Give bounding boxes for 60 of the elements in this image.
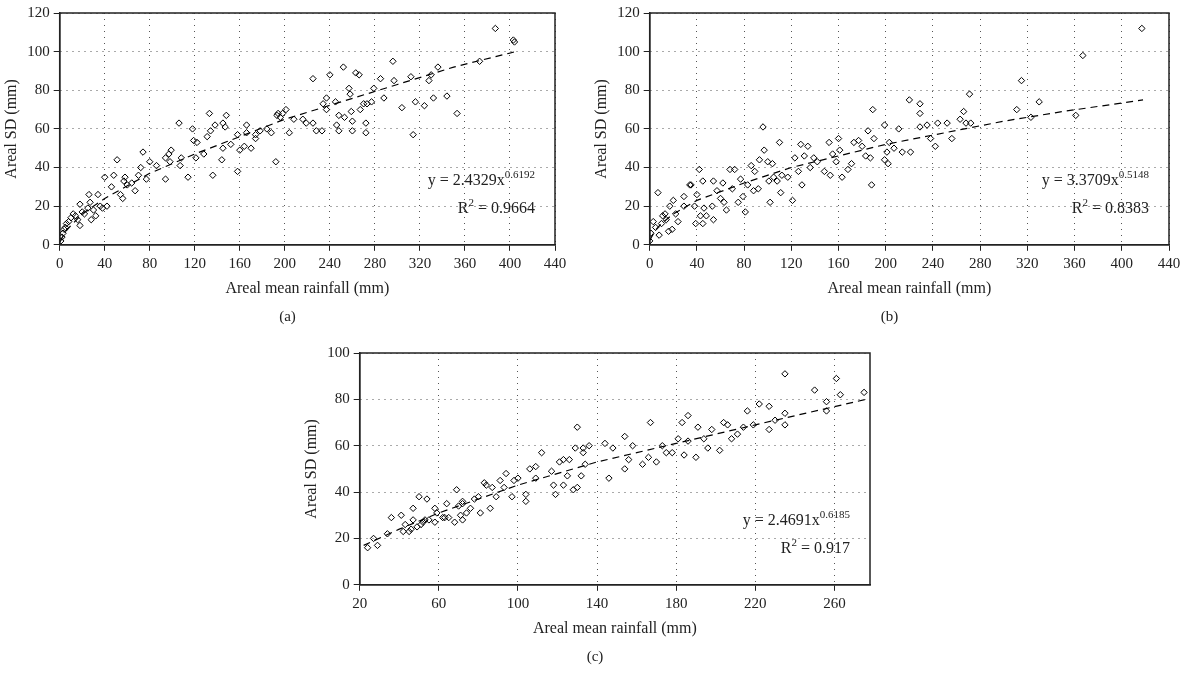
y-tick-label: 0 — [342, 575, 350, 592]
y-tick-label: 20 — [334, 529, 350, 546]
y-tick-label: 60 — [624, 119, 640, 136]
x-tick-label: 320 — [1016, 254, 1039, 271]
x-tick-label: 440 — [543, 254, 567, 271]
text: (c) — [585, 648, 605, 665]
x-tick-label: 220 — [744, 594, 767, 611]
x-tick-label: 0 — [55, 254, 64, 271]
y-tick-label: 40 — [624, 158, 640, 175]
y-tick-label: 40 — [334, 483, 350, 500]
text: (b) — [879, 308, 900, 325]
x-tick-label: 200 — [273, 254, 297, 271]
x-tick-label: 40 — [689, 254, 705, 271]
y-tick-label: 100 — [27, 42, 50, 59]
x-tick-label: 60 — [431, 594, 447, 611]
x-tick-label: 160 — [827, 254, 850, 271]
x-tick-label: 440 — [1157, 254, 1181, 271]
y-tick-label: 0 — [632, 235, 640, 252]
x-tick-label: 160 — [228, 254, 252, 271]
y-tick-label: 60 — [34, 119, 50, 136]
x-tick-label: 20 — [352, 594, 368, 611]
x-tick-label: 80 — [736, 254, 752, 271]
x-axis-title: Areal mean rainfall (mm) — [225, 278, 390, 297]
y-tick-label: 100 — [617, 42, 640, 59]
x-tick-label: 400 — [498, 254, 522, 271]
x-tick-label: 40 — [97, 254, 113, 271]
x-tick-label: 280 — [968, 254, 992, 271]
y-tick-label: 0 — [42, 235, 50, 252]
y-tick-label: 120 — [27, 3, 50, 20]
y-tick-label: 40 — [34, 158, 50, 175]
x-tick-label: 240 — [921, 254, 945, 271]
x-axis-title: Areal mean rainfall (mm) — [532, 618, 697, 637]
x-tick-label: 280 — [363, 254, 387, 271]
x-tick-label: 360 — [453, 254, 477, 271]
x-tick-label: 240 — [318, 254, 342, 271]
text: (a) — [278, 308, 297, 325]
y-axis-title: Areal SD (mm) — [591, 79, 610, 179]
x-tick-label: 140 — [585, 594, 609, 611]
y-tick-label: 80 — [624, 81, 640, 98]
x-tick-label: 360 — [1063, 254, 1086, 271]
x-tick-label: 180 — [664, 594, 688, 611]
x-tick-label: 80 — [142, 254, 158, 271]
x-tick-label: 120 — [183, 254, 207, 271]
y-axis-title: Areal SD (mm) — [301, 419, 320, 519]
y-tick-label: 120 — [617, 3, 640, 20]
x-tick-label: 200 — [874, 254, 897, 271]
x-axis-title: Areal mean rainfall (mm) — [827, 278, 992, 297]
y-tick-label: 80 — [334, 390, 350, 407]
y-tick-label: 60 — [334, 436, 350, 453]
x-tick-label: 100 — [506, 594, 530, 611]
x-tick-label: 320 — [408, 254, 432, 271]
y-tick-label: 20 — [624, 197, 640, 214]
y-tick-label: 80 — [34, 81, 50, 98]
x-tick-label: 0 — [645, 254, 654, 271]
y-tick-label: 100 — [327, 343, 350, 360]
x-tick-label: 260 — [823, 594, 846, 611]
y-axis-title: Areal SD (mm) — [1, 79, 20, 179]
x-tick-label: 400 — [1110, 254, 1134, 271]
x-tick-label: 120 — [780, 254, 803, 271]
y-tick-label: 20 — [34, 197, 50, 214]
